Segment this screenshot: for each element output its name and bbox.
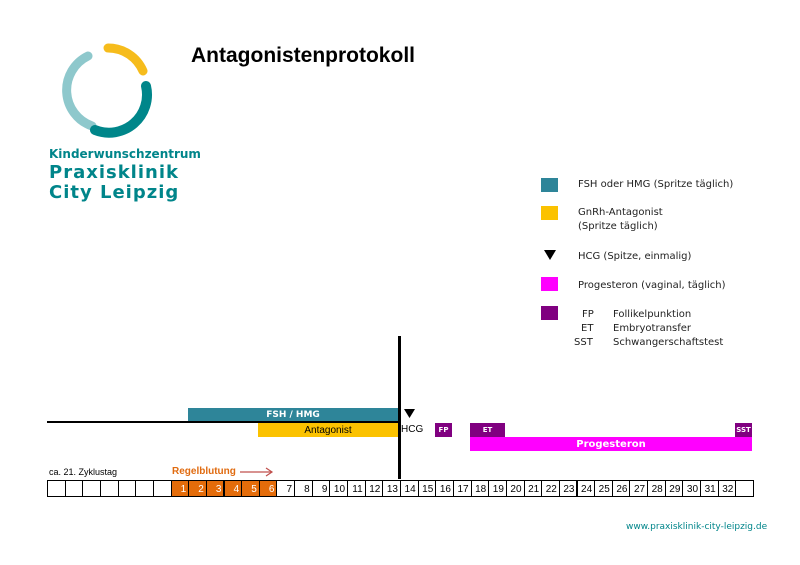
day-cell: 12 — [364, 480, 384, 497]
day-cell: 19 — [488, 480, 507, 497]
day-cell: 6 — [258, 480, 278, 497]
day-cell: 9 — [311, 480, 331, 497]
sst-marker: SST — [735, 423, 752, 437]
day-cell: 16 — [435, 480, 454, 497]
day-cell: 20 — [505, 480, 525, 497]
day-cell: 8 — [294, 480, 313, 497]
legend-gnrh-label2: (Spritze täglich) — [578, 221, 658, 232]
day-cell: 26 — [611, 480, 631, 497]
page-title: Antagonistenprotokoll — [191, 44, 415, 67]
start-label: ca. 21. Zyklustag — [49, 467, 118, 477]
legend-fp-abbr: FP — [582, 309, 594, 320]
legend-gnrh-swatch — [541, 206, 558, 220]
legend-progesteron-swatch — [541, 277, 558, 291]
day-cell: 21 — [523, 480, 543, 497]
day-cell: 2 — [188, 480, 207, 497]
legend-fp-label: Follikelpunktion — [613, 309, 692, 320]
footer-url: www.praxisklinik-city-leipzig.de — [626, 522, 768, 532]
menses-label: Regelblutung — [172, 466, 236, 477]
day-cell: 32 — [717, 480, 737, 497]
day-cell: 29 — [664, 480, 684, 497]
day-cell: 1 — [170, 480, 190, 497]
day-cell: 30 — [682, 480, 702, 497]
legend-sst-abbr: SST — [574, 337, 593, 348]
day-cell — [735, 480, 754, 497]
hcg-vertical-line — [398, 336, 401, 479]
legend-hcg-label: HCG (Spitze, einmalig) — [578, 251, 692, 262]
legend-progesteron-label: Progesteron (vaginal, täglich) — [578, 280, 726, 291]
et-marker: ET — [470, 423, 505, 437]
legend-gnrh-label1: GnRh-Antagonist — [578, 207, 663, 218]
triangle-down-icon — [544, 250, 556, 260]
hcg-label: HCG — [401, 424, 424, 435]
day-cell — [117, 480, 137, 497]
day-cell: 13 — [382, 480, 401, 497]
progesteron-bar: Progesteron — [470, 437, 752, 451]
day-cell: 24 — [576, 480, 596, 497]
day-cell: 17 — [452, 480, 472, 497]
legend-et-label: Embryotransfer — [613, 323, 692, 334]
legend-fsh-swatch — [541, 178, 558, 192]
day-cell: 25 — [594, 480, 613, 497]
day-cell — [135, 480, 154, 497]
day-cell: 5 — [241, 480, 260, 497]
day-cell: 27 — [629, 480, 649, 497]
day-cell — [47, 480, 66, 497]
day-cell: 7 — [276, 480, 296, 497]
fp-marker: FP — [435, 423, 452, 437]
baseline — [47, 421, 399, 423]
hcg-triangle-icon — [404, 409, 415, 418]
day-cell — [152, 480, 172, 497]
logo-line1: Kinderwunschzentrum — [49, 147, 201, 161]
day-cell — [99, 480, 119, 497]
day-cell: 23 — [558, 480, 578, 497]
day-cell: 4 — [223, 480, 243, 497]
fsh-bar: FSH / HMG — [188, 408, 398, 421]
legend-sst-label: Schwangerschaftstest — [613, 337, 724, 348]
antagonist-bar: Antagonist — [258, 423, 398, 437]
day-cell: 31 — [700, 480, 719, 497]
day-cell: 28 — [647, 480, 666, 497]
legend-et-abbr: ET — [581, 323, 594, 334]
day-cell: 22 — [541, 480, 560, 497]
legend-fsh-label: FSH oder HMG (Spritze täglich) — [578, 179, 734, 190]
day-cell — [64, 480, 84, 497]
day-cell: 14 — [400, 480, 419, 497]
day-cell: 10 — [329, 480, 349, 497]
day-cell: 3 — [205, 480, 225, 497]
day-cell — [82, 480, 101, 497]
logo-ring — [62, 43, 152, 138]
day-cell: 15 — [417, 480, 437, 497]
logo-line3: City Leipzig — [49, 182, 180, 203]
day-cell: 11 — [347, 480, 366, 497]
arrow-right-icon — [240, 467, 274, 477]
day-cell: 18 — [470, 480, 490, 497]
logo-line2: Praxisklinik — [49, 162, 179, 183]
legend-events-swatch — [541, 306, 558, 320]
